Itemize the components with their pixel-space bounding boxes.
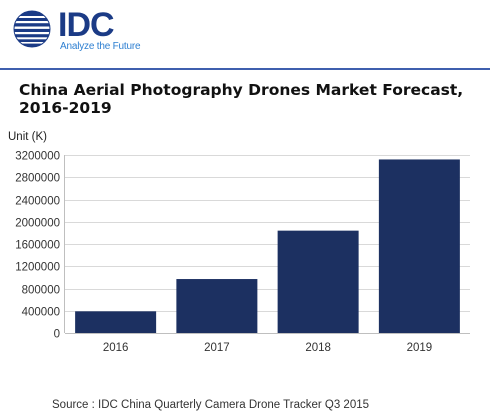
logo-wordmark: IDC — [58, 6, 115, 44]
source-note: Source : IDC China Quarterly Camera Dron… — [52, 399, 370, 411]
x-tick-label: 2018 — [305, 342, 331, 354]
y-tick-label: 0 — [54, 329, 60, 341]
bar-chart: Unit (K) 0 400000 800000 1200000 1600000 2000… — [8, 131, 470, 354]
y-tick-label: 2800000 — [15, 173, 60, 185]
logo-tagline: Analyze the Future — [60, 41, 141, 52]
chart-title: China Aerial Photography Drones Market F… — [19, 81, 464, 117]
idc-logo: IDC Analyze the Future — [12, 6, 212, 56]
y-tick-label: 3200000 — [15, 151, 60, 163]
y-tick-label: 1200000 — [15, 262, 60, 274]
x-tick-label: 2016 — [103, 342, 129, 354]
x-tick-label: 2017 — [204, 342, 230, 354]
bar-2018 — [277, 230, 359, 333]
y-tick-label: 400000 — [22, 307, 60, 319]
bar-2016 — [75, 311, 157, 333]
y-tick-label: 2400000 — [15, 196, 60, 208]
y-tick-label: 1600000 — [15, 240, 60, 252]
bars — [75, 159, 460, 333]
header-divider — [0, 68, 490, 70]
bar-2017 — [176, 279, 258, 333]
y-tick-label: 2000000 — [15, 218, 60, 230]
x-tick-label: 2019 — [407, 342, 433, 354]
bar-2019 — [378, 159, 460, 333]
y-tick-label: 800000 — [22, 285, 60, 297]
globe-icon — [13, 10, 51, 48]
x-axis-ticks: 2016 2017 2018 2019 — [103, 342, 432, 354]
y-axis-label: Unit (K) — [8, 131, 47, 143]
y-axis-ticks: 0 400000 800000 1200000 1600000 2000000 240000… — [15, 151, 60, 341]
